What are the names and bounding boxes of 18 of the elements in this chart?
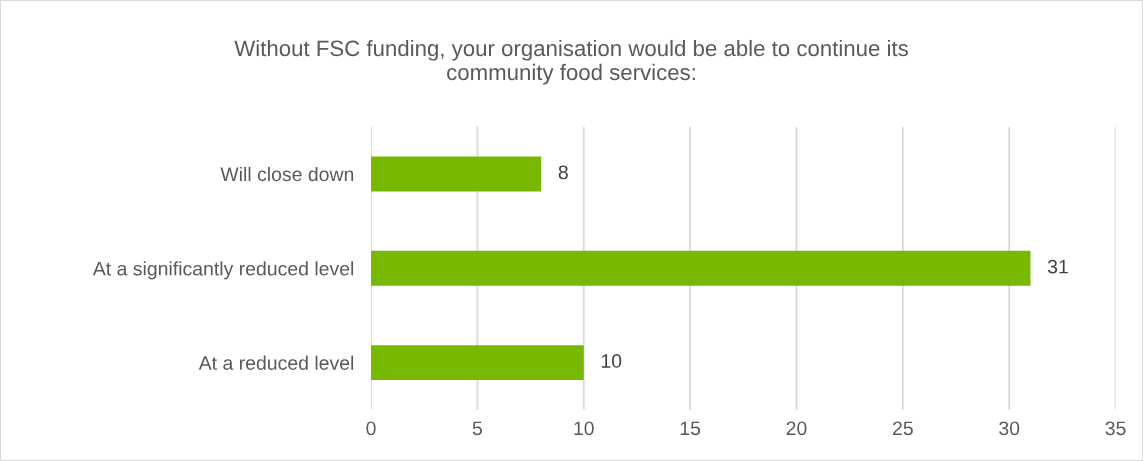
x-tick-label: 30 — [999, 421, 1020, 436]
data-label: 8 — [558, 165, 568, 180]
x-tick-label: 10 — [574, 421, 594, 436]
bar — [371, 250, 1031, 286]
x-tick-label: 35 — [1105, 421, 1126, 436]
x-tick-label: 20 — [786, 421, 807, 436]
bar — [371, 345, 584, 381]
chart-title: Without FSC funding, your organisation would be able to continue its community food services: — [234, 39, 908, 85]
y-tick-label: At a reduced level — [198, 355, 354, 370]
bar — [371, 156, 542, 192]
data-label: 10 — [601, 354, 622, 368]
x-tick-label: 15 — [680, 421, 701, 436]
x-tick-label: 25 — [893, 421, 913, 436]
x-tick-label: 5 — [472, 421, 482, 436]
y-tick-label: Will close down — [220, 166, 354, 182]
y-tick-label: At a significantly reduced level — [92, 261, 354, 280]
data-label: 31 — [1047, 259, 1068, 274]
x-tick-label: 0 — [366, 421, 376, 436]
